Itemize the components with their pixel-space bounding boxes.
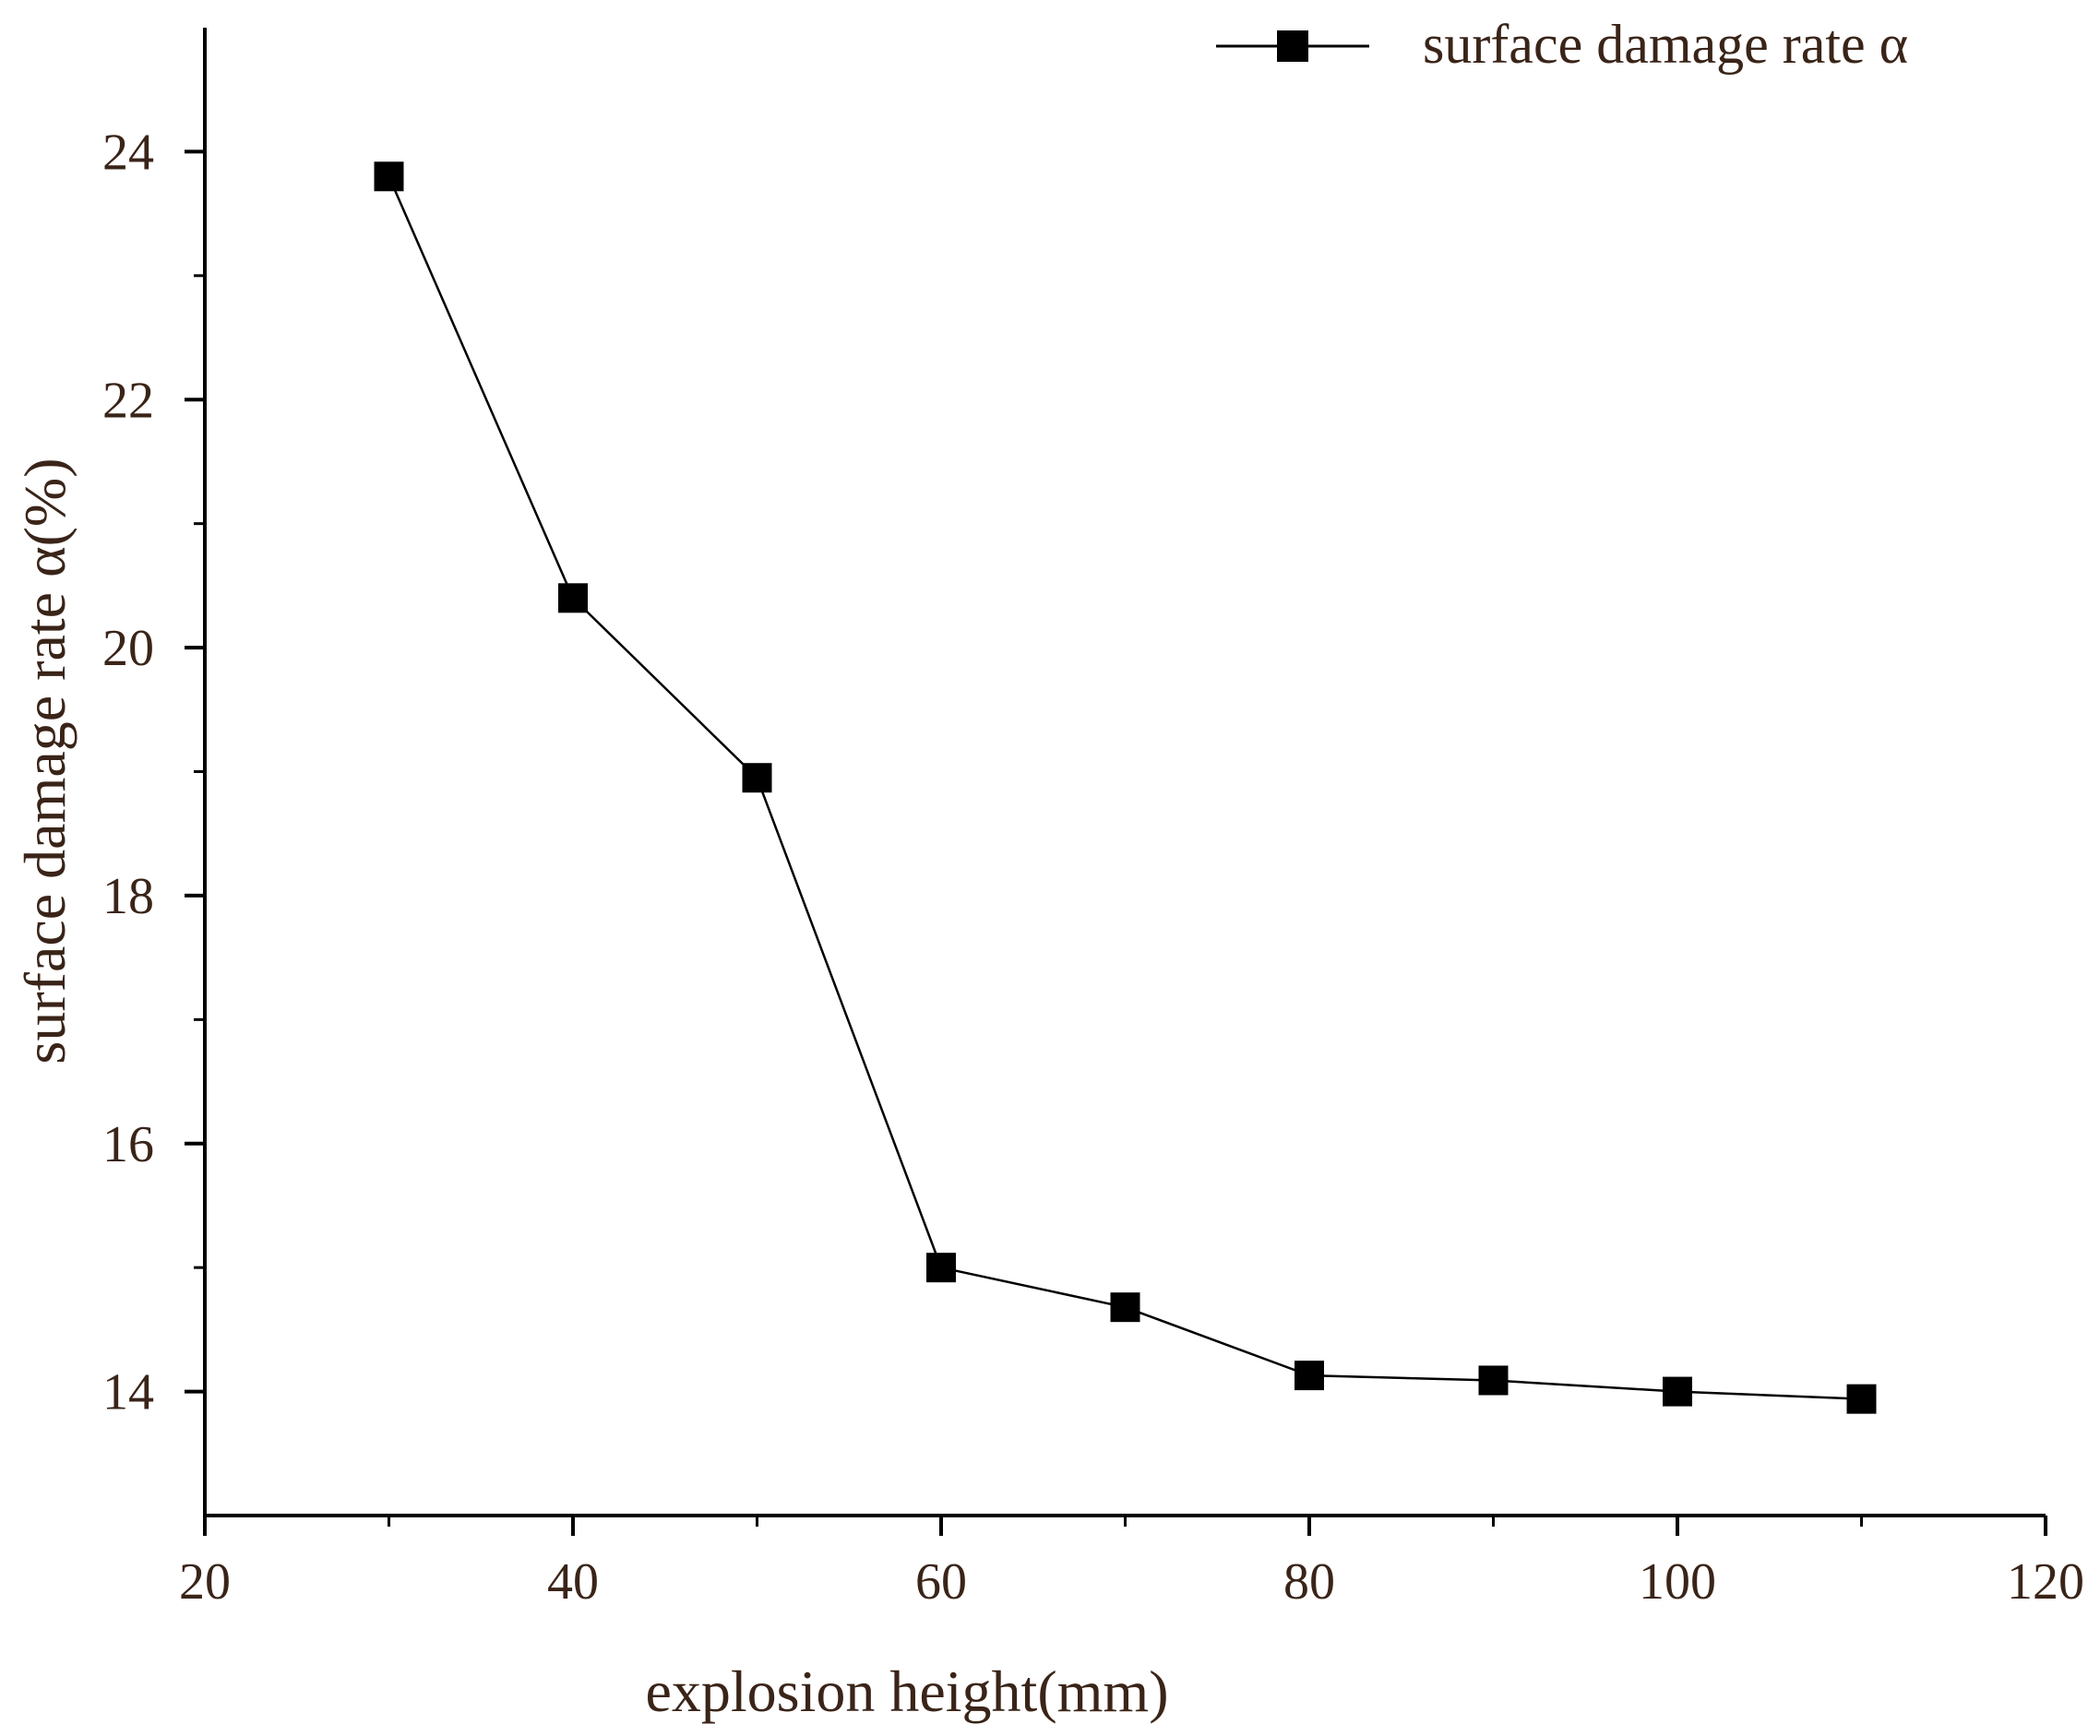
data-point bbox=[1478, 1365, 1509, 1396]
y-axis-title: surface damage rate α(%) bbox=[12, 458, 78, 1064]
data-point bbox=[1110, 1292, 1140, 1323]
legend-marker bbox=[1277, 30, 1308, 62]
legend: surface damage rate α bbox=[1216, 14, 1908, 75]
y-tick-label: 24 bbox=[102, 124, 154, 181]
x-tick-label: 80 bbox=[1283, 1553, 1335, 1611]
x-tick-label: 60 bbox=[915, 1553, 967, 1611]
data-point bbox=[1295, 1361, 1324, 1391]
data-point bbox=[558, 583, 588, 613]
x-axis-title: explosion height(mm) bbox=[645, 1659, 1168, 1724]
x-tick-label: 120 bbox=[2007, 1553, 2084, 1611]
y-tick-label: 18 bbox=[102, 868, 154, 925]
data-point bbox=[742, 763, 772, 793]
data-point bbox=[1846, 1384, 1877, 1414]
data-point bbox=[1663, 1376, 1692, 1407]
y-tick-label: 14 bbox=[102, 1364, 154, 1421]
legend-label: surface damage rate α bbox=[1423, 14, 1908, 75]
y-tick-label: 16 bbox=[102, 1116, 154, 1173]
data-point bbox=[926, 1253, 956, 1283]
series-group bbox=[374, 161, 1877, 1414]
y-tick-label: 20 bbox=[102, 620, 154, 677]
x-tick-label: 40 bbox=[547, 1553, 599, 1611]
x-tick-label: 20 bbox=[179, 1553, 231, 1611]
y-tick-label: 22 bbox=[102, 372, 154, 429]
x-tick-label: 100 bbox=[1639, 1553, 1716, 1611]
axes: 20 40 60 80 100 120 14 16 18 20 22 24 bbox=[102, 28, 2084, 1611]
data-point bbox=[374, 161, 404, 192]
